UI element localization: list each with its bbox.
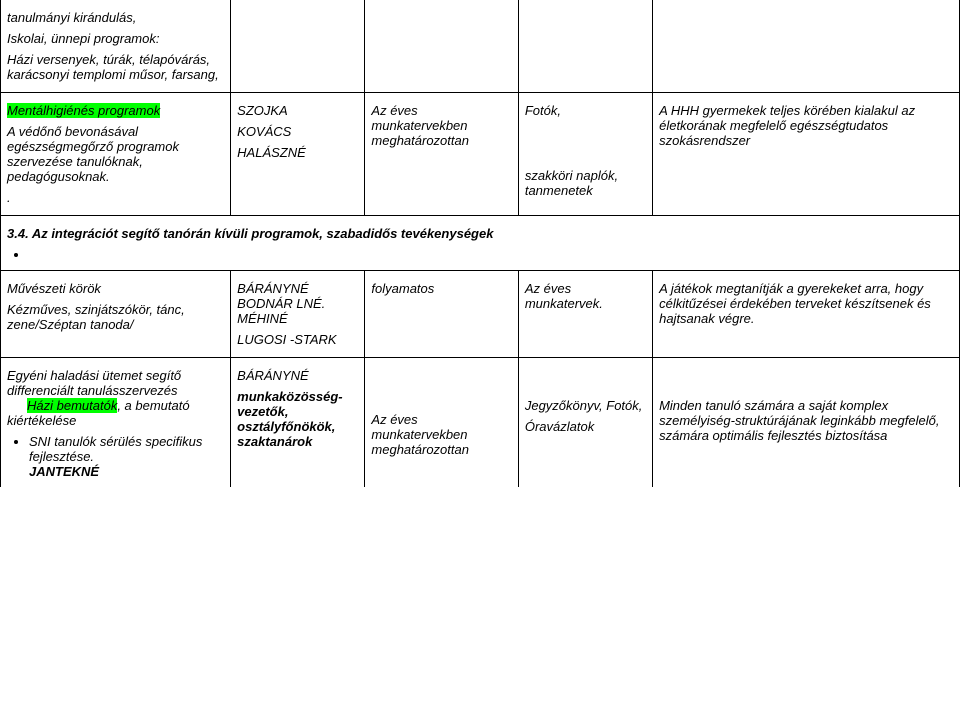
text-line: Az éves munkatervekben meghatározottan [371, 103, 511, 148]
empty-bullet-list [29, 247, 953, 262]
text-line: Fotók, [525, 103, 646, 118]
text-line: A HHH gyermekek teljes körében kialakul … [659, 103, 953, 148]
cell-r1c2 [231, 0, 365, 93]
section-heading-cell: 3.4. Az integrációt segítő tanórán kívül… [1, 216, 960, 271]
text-line: Házi versenyek, túrák, télapóvárás, kará… [7, 52, 224, 82]
list-item: SNI tanulók sérülés specifikus fejleszté… [29, 434, 224, 479]
cell-r4c3: folyamatos [365, 271, 518, 358]
highlighted-text: Mentálhigiénés programok [7, 103, 160, 118]
cell-r2c5: A HHH gyermekek teljes körében kialakul … [653, 93, 960, 216]
table-row: 3.4. Az integrációt segítő tanórán kívül… [1, 216, 960, 271]
text-line: Művészeti körök [7, 281, 224, 296]
text-line: Kézműves, szinjátszókör, tánc, zene/Szép… [7, 302, 224, 332]
cell-r1c5 [653, 0, 960, 93]
cell-r2c1: Mentálhigiénés programok A védőnő bevoná… [1, 93, 231, 216]
text-line: Minden tanuló számára a saját komplex sz… [659, 398, 953, 443]
cell-r5c3: Az éves munkatervekben meghatározottan [365, 358, 518, 488]
text-line: HALÁSZNÉ [237, 145, 358, 160]
table-row: Mentálhigiénés programok A védőnő bevoná… [1, 93, 960, 216]
cell-r2c2: SZOJKA KOVÁCS HALÁSZNÉ [231, 93, 365, 216]
text-line: Jegyzőkönyv, Fotók, [525, 398, 646, 413]
table-row: tanulmányi kirándulás, Iskolai, ünnepi p… [1, 0, 960, 93]
cell-r5c2: BÁRÁNYNÉ munkaközösség-vezetők, osztályf… [231, 358, 365, 488]
text-line: Az éves munkatervek. [525, 281, 646, 311]
cell-r1c4 [518, 0, 652, 93]
text-line: JANTEKNÉ [29, 464, 224, 479]
text-span: SNI tanulók sérülés specifikus fejleszté… [29, 434, 202, 464]
text-line: Óravázlatok [525, 419, 646, 434]
cell-r4c2: BÁRÁNYNÉ BODNÁR LNÉ. MÉHINÉ LUGOSI -STAR… [231, 271, 365, 358]
cell-r2c4: Fotók, szakköri naplók, tanmenetek [518, 93, 652, 216]
text-line: SZOJKA [237, 103, 358, 118]
list-item [29, 247, 953, 262]
text-line: A játékok megtanítják a gyerekeket arra,… [659, 281, 953, 326]
text-line: Az éves munkatervekben meghatározottan [371, 412, 511, 457]
cell-r4c1: Művészeti körök Kézműves, szinjátszókör,… [1, 271, 231, 358]
cell-r2c3: Az éves munkatervekben meghatározottan [365, 93, 518, 216]
cell-r1c3 [365, 0, 518, 93]
cell-r5c4: Jegyzőkönyv, Fotók, Óravázlatok [518, 358, 652, 488]
text-line: LUGOSI -STARK [237, 332, 358, 347]
cell-r5c1: Egyéni haladási ütemet segítő differenci… [1, 358, 231, 488]
cell-r4c5: A játékok megtanítják a gyerekeket arra,… [653, 271, 960, 358]
text-line: folyamatos [371, 281, 511, 296]
bullet-list: SNI tanulók sérülés specifikus fejleszté… [29, 434, 224, 479]
text-line: BÁRÁNYNÉ BODNÁR LNÉ. MÉHINÉ [237, 281, 358, 326]
highlighted-text: Házi bemutatók [27, 398, 117, 413]
text-line: . [7, 190, 224, 205]
text-line: Iskolai, ünnepi programok: [7, 31, 224, 46]
text-line: KOVÁCS [237, 124, 358, 139]
cell-r1c1: tanulmányi kirándulás, Iskolai, ünnepi p… [1, 0, 231, 93]
text-line: A védőnő bevonásával egészségmegőrző pro… [7, 124, 224, 184]
document-table: tanulmányi kirándulás, Iskolai, ünnepi p… [0, 0, 960, 487]
text-line: BÁRÁNYNÉ [237, 368, 358, 383]
table-row: Művészeti körök Kézműves, szinjátszókör,… [1, 271, 960, 358]
table-row: Egyéni haladási ütemet segítő differenci… [1, 358, 960, 488]
cell-r5c5: Minden tanuló számára a saját komplex sz… [653, 358, 960, 488]
cell-r4c4: Az éves munkatervek. [518, 271, 652, 358]
text-span: Egyéni haladási ütemet segítő differenci… [7, 368, 181, 398]
text-line: tanulmányi kirándulás, [7, 10, 224, 25]
section-number-title: 3.4. Az integrációt segítő tanórán kívül… [7, 226, 493, 241]
text-line: szakköri naplók, tanmenetek [525, 168, 646, 198]
text-line: munkaközösség-vezetők, osztályfőnökök, s… [237, 389, 358, 449]
